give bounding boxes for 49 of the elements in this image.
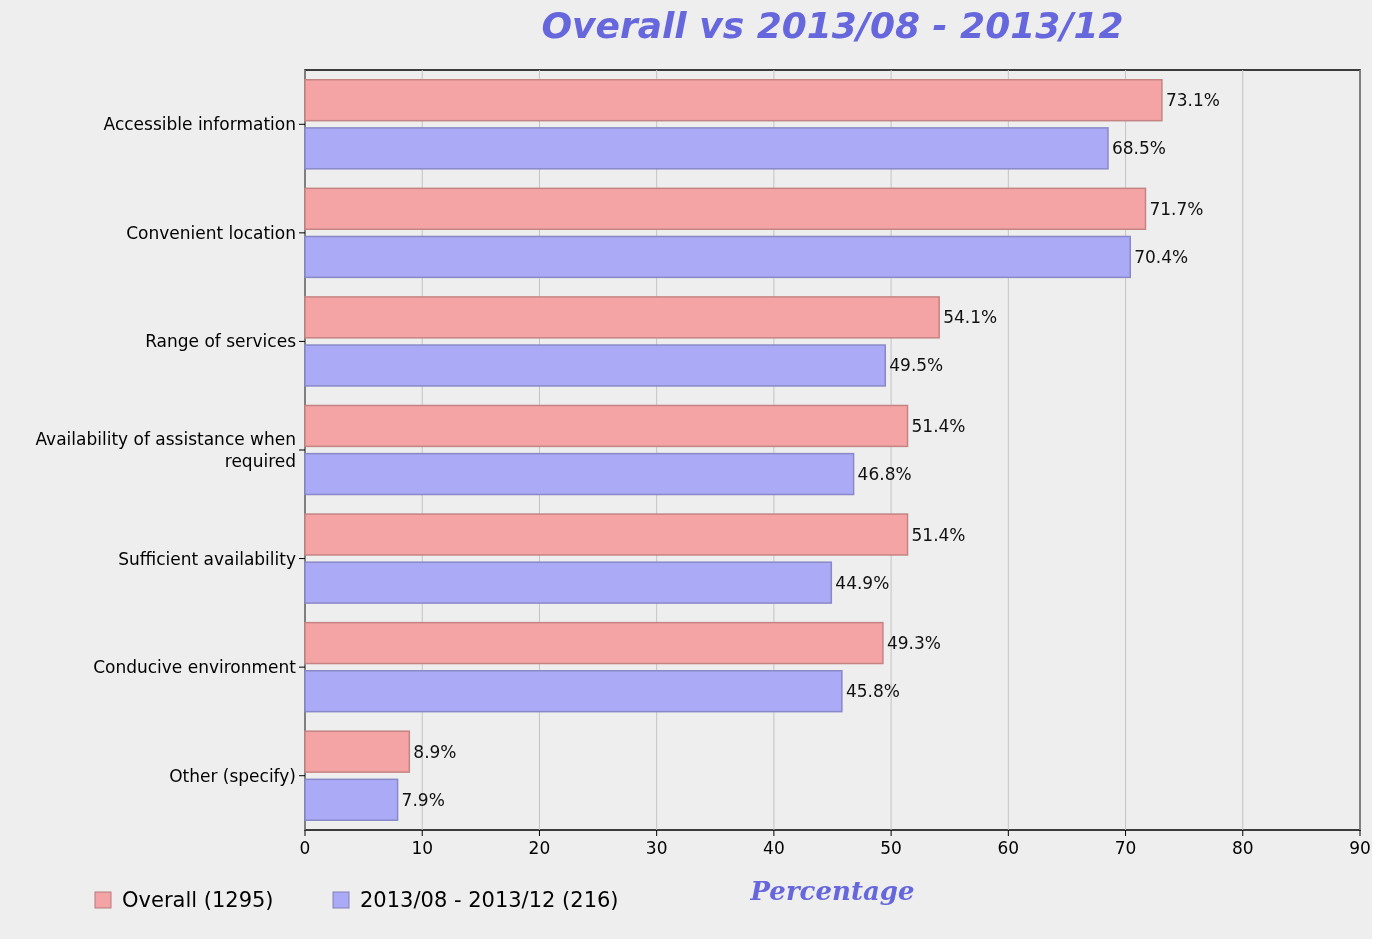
x-tick-label: 10 bbox=[411, 838, 434, 858]
bar bbox=[304, 187, 1147, 230]
data-label: 45.8% bbox=[845, 681, 900, 702]
x-tick-label: 70 bbox=[1114, 838, 1137, 858]
x-axis-title: Percentage bbox=[749, 876, 915, 906]
bar bbox=[304, 127, 1109, 170]
data-label: 8.9% bbox=[413, 741, 457, 762]
y-tick-label: Range of services bbox=[145, 331, 297, 352]
bar bbox=[304, 670, 843, 713]
bar bbox=[304, 513, 909, 556]
data-label: 49.3% bbox=[886, 633, 941, 654]
y-tick-label: Sufficient availability bbox=[118, 548, 296, 569]
x-tick-label: 50 bbox=[880, 838, 902, 858]
legend-label: Overall (1295) bbox=[122, 888, 274, 912]
chart-title: Overall vs 2013/08 - 2013/12 bbox=[541, 5, 1124, 46]
data-label: 51.4% bbox=[911, 524, 966, 545]
legend-label: 2013/08 - 2013/12 (216) bbox=[360, 888, 619, 912]
bar bbox=[304, 404, 909, 448]
y-tick-label: Other (specify) bbox=[169, 765, 296, 786]
data-label: 51.4% bbox=[911, 415, 966, 436]
data-label: 68.5% bbox=[1111, 138, 1166, 159]
x-tick-label: 0 bbox=[299, 838, 311, 858]
x-tick-label: 20 bbox=[528, 838, 551, 858]
y-tick-label: Accessible information bbox=[103, 114, 296, 135]
data-label: 49.5% bbox=[889, 355, 944, 376]
data-label: 70.4% bbox=[1134, 246, 1189, 267]
bar bbox=[304, 79, 1163, 122]
data-label: 44.9% bbox=[835, 572, 890, 593]
data-label: 73.1% bbox=[1165, 90, 1220, 111]
bar bbox=[304, 235, 1131, 279]
data-label: 7.9% bbox=[401, 789, 445, 810]
bar bbox=[304, 621, 884, 665]
data-label: 54.1% bbox=[943, 307, 998, 328]
bar bbox=[304, 730, 411, 773]
bar bbox=[304, 452, 855, 496]
bar bbox=[304, 778, 399, 821]
x-tick-label: 30 bbox=[645, 838, 668, 858]
x-tick-label: 80 bbox=[1231, 838, 1254, 858]
data-label: 71.7% bbox=[1149, 198, 1204, 219]
y-tick-label: Availability of assistance when required bbox=[35, 429, 296, 471]
x-tick-label: 90 bbox=[1349, 838, 1371, 858]
x-tick-label: 40 bbox=[763, 838, 785, 858]
y-tick-label: Convenient location bbox=[126, 222, 296, 243]
data-label: 46.8% bbox=[857, 464, 912, 485]
x-tick-label: 60 bbox=[997, 838, 1020, 858]
bar bbox=[304, 561, 833, 604]
bar bbox=[304, 344, 886, 387]
bar bbox=[304, 296, 940, 339]
y-tick-label: Conducive environment bbox=[93, 657, 297, 678]
